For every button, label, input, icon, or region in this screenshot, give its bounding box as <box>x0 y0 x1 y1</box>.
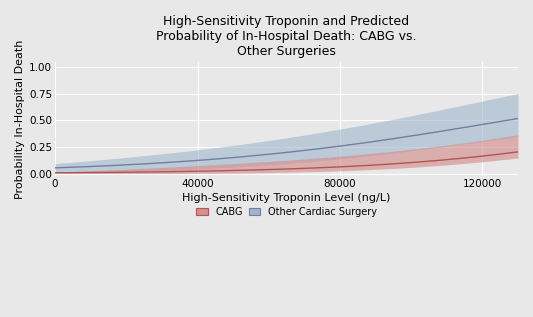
Y-axis label: Probability In-Hospital Death: Probability In-Hospital Death <box>15 39 25 198</box>
X-axis label: High-Sensitivity Troponin Level (ng/L): High-Sensitivity Troponin Level (ng/L) <box>182 193 391 203</box>
Title: High-Sensitivity Troponin and Predicted
Probability of In-Hospital Death: CABG v: High-Sensitivity Troponin and Predicted … <box>156 15 417 58</box>
Legend: CABG, Other Cardiac Surgery: CABG, Other Cardiac Surgery <box>194 205 379 219</box>
